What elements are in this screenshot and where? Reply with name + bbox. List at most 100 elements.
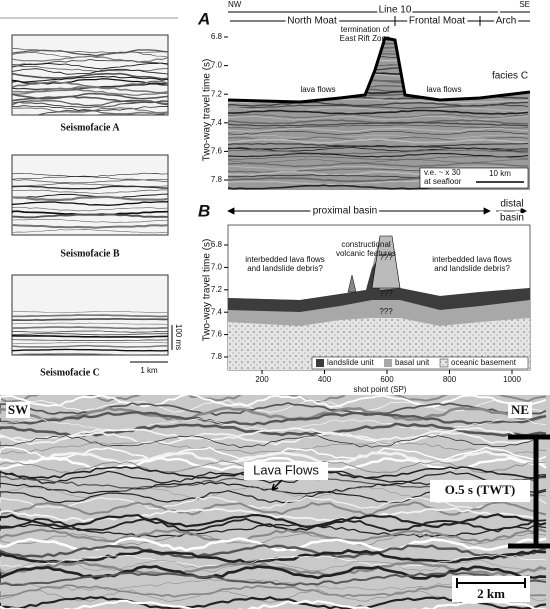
reflector bbox=[0, 559, 547, 572]
facies-panel bbox=[11, 274, 169, 356]
annotation: termination of bbox=[341, 25, 390, 34]
reflector bbox=[12, 218, 168, 223]
reflector bbox=[12, 86, 168, 94]
direction: SE bbox=[519, 0, 530, 9]
reflector bbox=[228, 130, 529, 135]
x-tick-label: 400 bbox=[318, 375, 332, 384]
reflector bbox=[12, 72, 168, 80]
facies-label: Seismofacie C bbox=[40, 367, 100, 378]
reflector bbox=[0, 399, 547, 413]
annotation: lava flows bbox=[300, 85, 335, 94]
reflector bbox=[0, 411, 547, 426]
facies-label: Seismofacie A bbox=[60, 122, 120, 133]
reflector bbox=[0, 517, 547, 533]
reflector bbox=[228, 109, 529, 115]
reflector bbox=[12, 107, 168, 114]
reflector bbox=[228, 138, 529, 144]
legend-label: oceanic basement bbox=[451, 358, 517, 367]
seafloor bbox=[227, 36, 531, 104]
reflector bbox=[12, 341, 168, 344]
reflector bbox=[12, 317, 168, 322]
reflector bbox=[0, 450, 547, 465]
reflector bbox=[0, 496, 547, 510]
y-tick-label: 7.2 bbox=[211, 285, 223, 294]
reflector bbox=[12, 83, 168, 90]
reflector bbox=[12, 333, 168, 336]
annotation: interbedded lava flows bbox=[432, 255, 512, 264]
reflector bbox=[12, 49, 168, 57]
legend bbox=[311, 356, 529, 370]
reflector bbox=[228, 104, 529, 110]
reflector bbox=[12, 92, 168, 100]
reflector bbox=[228, 142, 529, 148]
y-tick-label: 7.8 bbox=[211, 175, 223, 184]
cone bbox=[347, 274, 357, 293]
y-tick-label: 7.4 bbox=[211, 118, 223, 127]
reflector bbox=[12, 78, 168, 85]
reflector bbox=[228, 134, 529, 139]
reflector bbox=[228, 165, 529, 170]
y-tick-label: 7.8 bbox=[211, 352, 223, 361]
annotation: Lava Flows bbox=[253, 462, 319, 477]
scale-box bbox=[419, 167, 529, 189]
legend-label: landslide unit bbox=[327, 358, 374, 367]
reflector bbox=[12, 326, 168, 330]
reflector bbox=[12, 47, 168, 54]
legend-swatch bbox=[384, 359, 392, 367]
reflector bbox=[228, 115, 529, 121]
reflector bbox=[228, 155, 529, 161]
x-tick-label: 600 bbox=[380, 375, 394, 384]
facies-label: Seismofacie B bbox=[60, 248, 119, 259]
reflector bbox=[0, 571, 547, 587]
arrow bbox=[227, 207, 528, 215]
y-tick-label: 7.6 bbox=[211, 330, 223, 339]
reflector bbox=[228, 124, 529, 129]
reflector bbox=[12, 207, 168, 212]
direction: NW bbox=[228, 0, 242, 9]
reflector bbox=[12, 330, 168, 333]
label-box bbox=[244, 462, 328, 480]
zone-label: basin bbox=[500, 213, 524, 224]
scale-label: O.5 s (TWT) bbox=[445, 482, 515, 497]
texture bbox=[12, 47, 168, 115]
scale-note: at seafloor bbox=[424, 177, 462, 186]
reflector bbox=[228, 121, 529, 127]
reflector bbox=[12, 189, 168, 194]
reflector bbox=[0, 507, 547, 523]
reflector bbox=[12, 80, 168, 89]
reflector bbox=[12, 195, 168, 202]
label-box bbox=[452, 576, 530, 602]
reflector bbox=[0, 599, 547, 609]
reflector bbox=[12, 335, 168, 338]
reflector bbox=[0, 513, 547, 529]
reflector bbox=[0, 554, 547, 568]
reflector bbox=[228, 159, 529, 164]
reflector bbox=[12, 179, 168, 184]
label-box bbox=[430, 480, 530, 502]
axis-label: shot point (SP) bbox=[354, 385, 407, 394]
scale-label: 100 ms bbox=[174, 324, 183, 350]
reflector bbox=[12, 339, 168, 341]
axis-label: Two-way travel time (s) bbox=[202, 59, 213, 162]
reflector bbox=[12, 344, 168, 348]
reflector bbox=[12, 310, 168, 314]
x-tick-label: 800 bbox=[443, 375, 457, 384]
reflector bbox=[228, 113, 529, 119]
zone-label: Arch bbox=[496, 16, 517, 27]
reflector bbox=[12, 76, 168, 83]
reflector bbox=[228, 162, 529, 168]
annotation: and landslide debris? bbox=[434, 264, 510, 273]
reflector bbox=[0, 406, 547, 422]
reflector bbox=[0, 427, 547, 442]
axis-label: Two-way travel time (s) bbox=[202, 239, 213, 342]
reflector bbox=[12, 101, 168, 108]
reflector bbox=[12, 89, 168, 96]
scale-note: v.e. ~ x 30 bbox=[424, 168, 461, 177]
line-label: Line 10 bbox=[379, 5, 412, 16]
texture bbox=[12, 172, 168, 234]
reflector bbox=[12, 348, 168, 352]
annotation: and landslide debris? bbox=[247, 264, 323, 273]
reflector bbox=[12, 322, 168, 325]
reflector bbox=[12, 185, 168, 190]
seismic-profile bbox=[0, 395, 550, 609]
